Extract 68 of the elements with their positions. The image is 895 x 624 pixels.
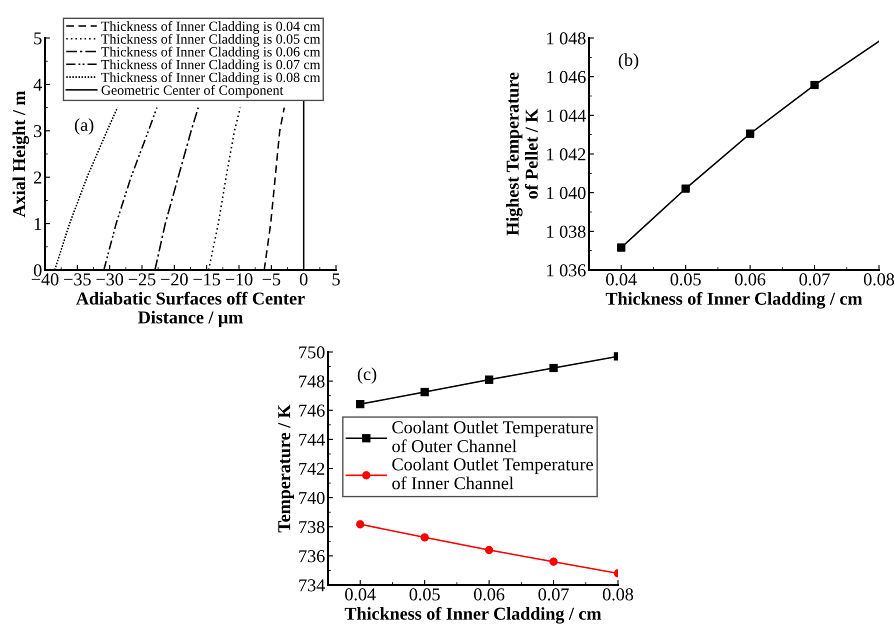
x-axis-title: Adiabatic Surfaces off Center Distance / μm [76, 292, 305, 328]
x-axis-title: Thickness of Inner Cladding / cm [606, 292, 862, 309]
y-tick-label: 1 042 [547, 148, 586, 160]
point [617, 243, 626, 252]
legend-label: Coolant Outlet Temperature of Inner Channel [392, 458, 593, 490]
annotation: (b) [618, 53, 638, 70]
y-tick-label: 2 [34, 172, 42, 184]
point [549, 364, 558, 372]
legend-label: Thickness of Inner Cladding is 0.08 cm [101, 72, 320, 85]
x-tick-label: 0.08 [602, 588, 634, 601]
x-tick-label: 0.07 [538, 588, 569, 601]
legend-label: Thickness of Inner Cladding is 0.07 cm [101, 59, 320, 72]
x-tick-label: 0.04 [606, 273, 637, 286]
x-tick-label: 0.08 [864, 273, 894, 286]
x-tick-label: 0.06 [735, 273, 766, 286]
y-tick-label: 738 [299, 521, 325, 534]
point [484, 546, 494, 554]
y-tick-label: 746 [299, 404, 325, 417]
y-axis-title: Temperature / K [278, 404, 294, 532]
x-tick-label: 0.05 [410, 588, 440, 601]
legend-label: Thickness of Inner Cladding is 0.05 cm [101, 34, 320, 47]
y-tick-label: 1 044 [547, 110, 586, 122]
x-tick-label: −15 [193, 273, 220, 286]
legend-label: Thickness of Inner Cladding is 0.04 cm [101, 21, 320, 34]
x-tick-label: 0.04 [345, 588, 376, 601]
point [356, 400, 364, 408]
y-tick-label: 750 [299, 346, 325, 358]
y-tick-label: 734 [299, 579, 325, 592]
point [682, 184, 690, 193]
point [746, 130, 754, 138]
y-tick-label: 736 [299, 550, 325, 562]
x-tick-label: −20 [161, 273, 188, 286]
point [420, 533, 429, 542]
y-tick-label: 740 [299, 492, 325, 504]
x-axis-title: Thickness of Inner Cladding / cm [344, 606, 602, 624]
y-axis-title: Axial Height / m [12, 90, 30, 218]
x-tick-label: −35 [64, 273, 91, 286]
y-tick-label: 1 040 [547, 186, 586, 200]
y-tick-label: 1 036 [547, 264, 586, 276]
y-tick-label: 1 038 [547, 226, 586, 238]
x-tick-label: 0.07 [799, 273, 830, 286]
annotation: (c) [358, 367, 376, 384]
y-tick-label: 744 [299, 434, 325, 446]
annotation: (a) [74, 118, 94, 135]
y-axis-title: Highest Temperature of Pellet / K [506, 72, 538, 236]
x-tick-label: −10 [226, 273, 252, 286]
x-tick-label: −25 [128, 273, 156, 286]
x-tick-label: 0.06 [474, 588, 504, 601]
y-tick-label: 3 [34, 125, 42, 138]
x-tick-label: 0.05 [670, 273, 701, 286]
x-tick-label: −30 [96, 273, 124, 286]
y-tick-label: 5 [34, 32, 42, 44]
point [484, 376, 494, 384]
y-tick-label: 748 [299, 375, 325, 388]
legend-label: Thickness of Inner Cladding is 0.06 cm [101, 46, 320, 60]
y-tick-label: 742 [299, 462, 324, 475]
y-tick-label: 1 [34, 218, 42, 230]
y-tick-label: 1 048 [547, 32, 586, 44]
point [810, 80, 819, 90]
legend-label: Coolant Outlet Temperature of Outer Channel [392, 420, 593, 452]
point [356, 520, 364, 528]
point [420, 388, 429, 396]
ref-line-label: Geometric Center of Component [102, 84, 284, 98]
x-tick-label: 5 [332, 273, 340, 286]
y-tick-label: 4 [34, 78, 42, 91]
x-tick-label: −5 [262, 273, 280, 286]
point [549, 558, 558, 566]
y-tick-label: 1 046 [547, 70, 586, 84]
